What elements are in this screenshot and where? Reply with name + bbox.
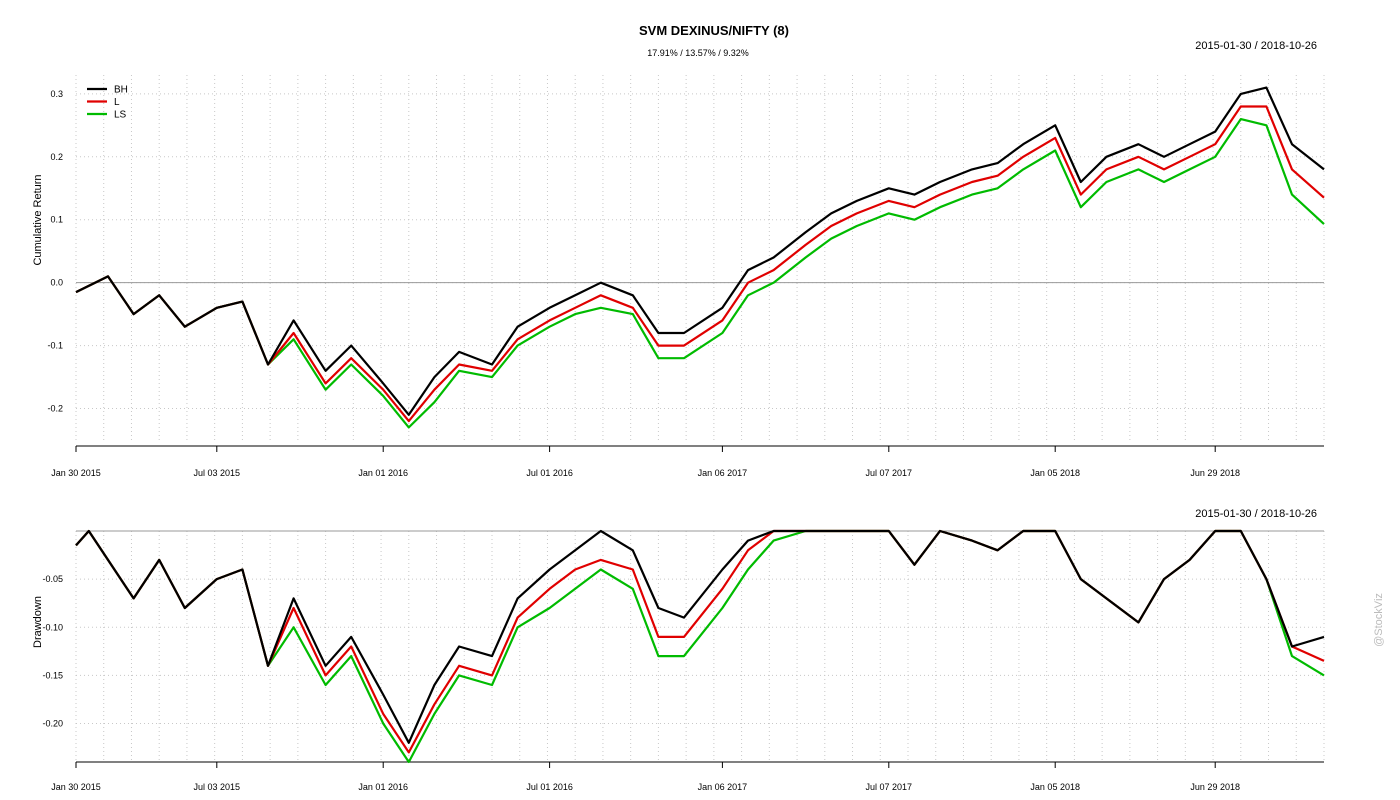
watermark: @StockViz: [1373, 593, 1385, 647]
top-x-tick-label: Jan 30 2015: [51, 468, 101, 478]
bottom-y-tick-label: -0.20: [42, 719, 63, 729]
top-x-tick-label: Jan 05 2018: [1030, 468, 1080, 478]
bottom-x-tick-label: Jul 03 2015: [194, 782, 241, 792]
chart-title: SVM DEXINUS/NIFTY (8): [639, 23, 789, 38]
legend-label-l: L: [114, 97, 120, 108]
bottom-x-tick-label: Jul 01 2016: [526, 782, 573, 792]
top-x-tick-label: Jul 03 2015: [194, 468, 241, 478]
top-x-tick-label: Jan 01 2016: [358, 468, 408, 478]
top-x-tick-label: Jul 07 2017: [866, 468, 913, 478]
bottom-series-bh-line: [75, 529, 1325, 744]
bottom-y-tick-label: -0.05: [42, 574, 63, 584]
top-grid: [75, 75, 1325, 440]
top-x-tick-label: Jul 01 2016: [526, 468, 573, 478]
top-series-ls-line: [75, 117, 1325, 429]
bottom-x-tick-label: Jun 29 2018: [1190, 782, 1240, 792]
legend-label-ls: LS: [114, 110, 127, 121]
bottom-y-axis-label: Drawdown: [32, 596, 44, 648]
top-y-tick-label: -0.2: [47, 404, 63, 414]
bottom-x-tick-label: Jan 30 2015: [51, 782, 101, 792]
cumulative-return-panel: 2015-01-30 / 2018-10-26 Cumulative Retur…: [32, 40, 1325, 478]
top-y-tick-label: 0.3: [50, 89, 63, 99]
top-y-tick-label: 0.2: [50, 152, 63, 162]
top-date-range: 2015-01-30 / 2018-10-26: [1195, 40, 1317, 52]
legend: BHL LS: [87, 85, 128, 121]
top-y-tick-label: 0.0: [50, 278, 63, 288]
bottom-series-l-line: [75, 529, 1325, 754]
chart-subtitle: 17.91% / 13.57% / 9.32%: [647, 48, 749, 58]
top-y-axis-label: Cumulative Return: [32, 174, 44, 265]
top-series-l-line: [75, 105, 1325, 423]
bottom-x-tick-label: Jan 01 2016: [358, 782, 408, 792]
top-y-tick-label: -0.1: [47, 341, 63, 351]
bottom-y-tick-label: -0.15: [42, 670, 63, 680]
bottom-x-tick-label: Jan 06 2017: [698, 782, 748, 792]
drawdown-panel: 2015-01-30 / 2018-10-26 Drawdown -0.20 -0…: [32, 508, 1325, 792]
top-series-bh-line: [75, 86, 1325, 416]
bottom-x-tick-label: Jan 05 2018: [1030, 782, 1080, 792]
top-x-tick-label: Jun 29 2018: [1190, 468, 1240, 478]
top-y-tick-label: 0.1: [50, 215, 63, 225]
bottom-date-range: 2015-01-30 / 2018-10-26: [1195, 508, 1317, 520]
top-x-tick-label: Jan 06 2017: [698, 468, 748, 478]
bottom-grid: [75, 531, 1325, 762]
legend-label-bh: BH: [114, 85, 128, 96]
bottom-x-tick-label: Jul 07 2017: [866, 782, 913, 792]
bottom-y-tick-label: -0.10: [42, 622, 63, 632]
